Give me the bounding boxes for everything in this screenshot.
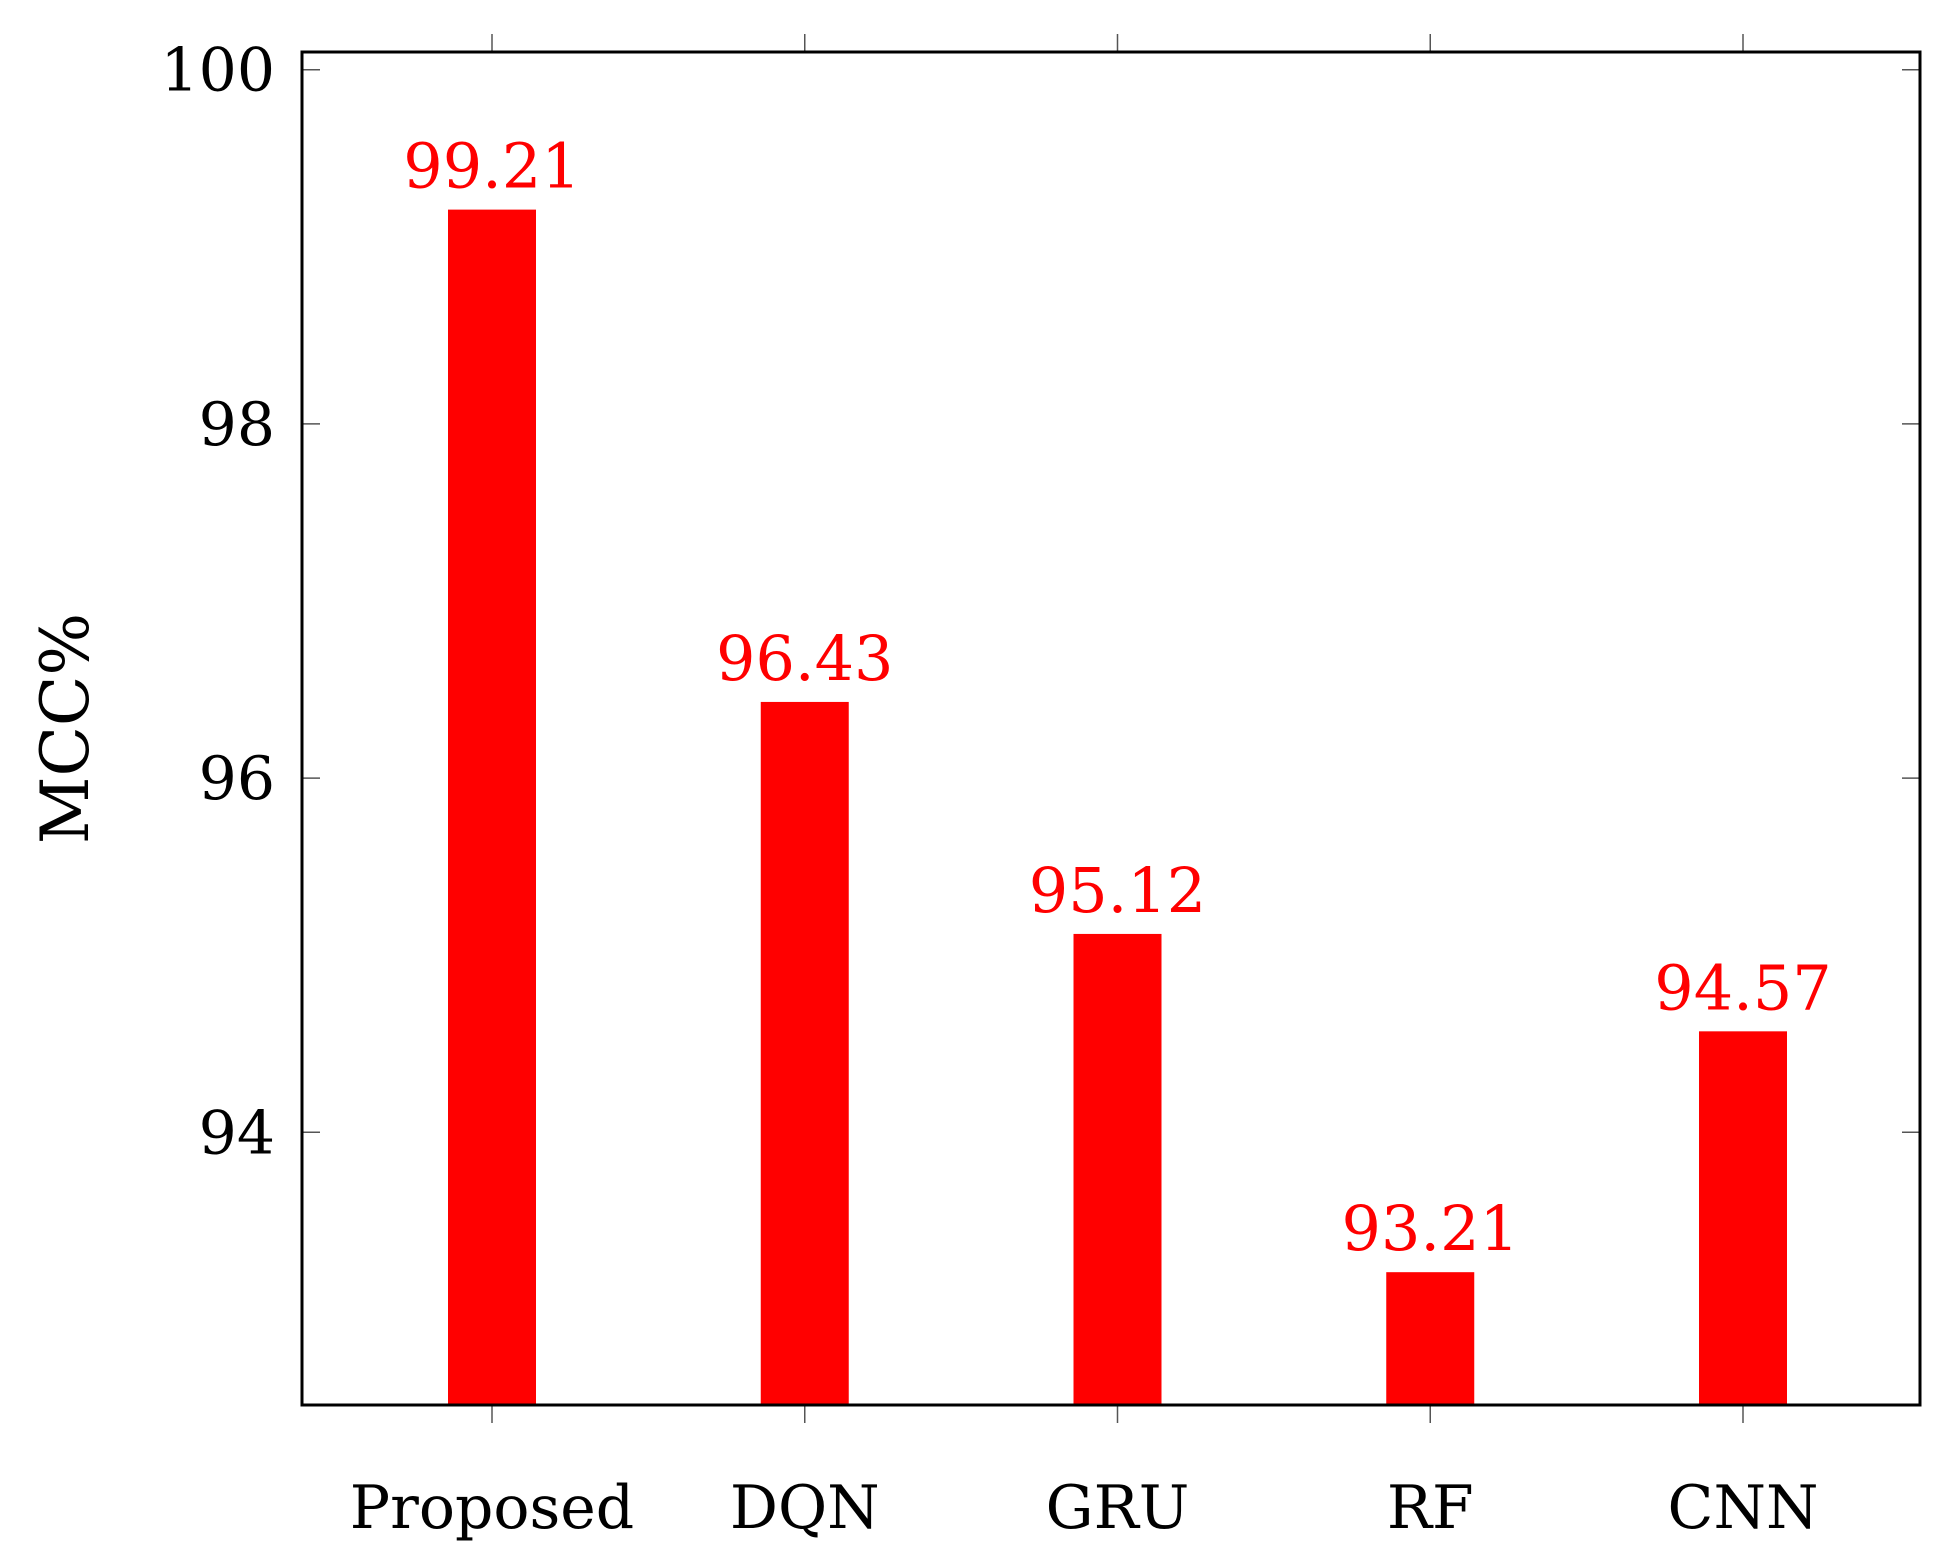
- x-tick-label-rf: RF: [1387, 1473, 1474, 1543]
- y-tick-label-94: 94: [199, 1098, 275, 1168]
- bar-proposed: [448, 209, 536, 1405]
- value-label-gru: 95.12: [1029, 854, 1207, 927]
- bars: [448, 209, 1787, 1405]
- bar-gru: [1073, 933, 1162, 1405]
- x-tick-label-dqn: DQN: [730, 1473, 880, 1543]
- value-label-cnn: 94.57: [1654, 951, 1832, 1024]
- y-axis-title: MCC%: [27, 613, 104, 844]
- y-tick-label-98: 98: [199, 390, 275, 460]
- axis-ticks: [302, 34, 1920, 1423]
- y-tick-label-100: 100: [160, 36, 275, 106]
- x-tick-label-gru: GRU: [1046, 1473, 1190, 1543]
- x-tick-label-proposed: Proposed: [350, 1473, 634, 1543]
- value-label-dqn: 96.43: [716, 622, 894, 695]
- plot-frame: [300, 50, 1922, 1407]
- value-label-rf: 93.21: [1342, 1192, 1520, 1265]
- bar-cnn: [1699, 1031, 1787, 1405]
- labels: 99.21 Proposed 96.43 DQN 95.12 GRU 93.21 RF 94.5…: [160, 36, 1831, 1543]
- bar-rf: [1386, 1272, 1475, 1405]
- y-tick-label-96: 96: [199, 744, 275, 814]
- x-tick-label-cnn: CNN: [1668, 1473, 1819, 1543]
- bar-dqn: [760, 701, 849, 1405]
- value-label-proposed: 99.21: [403, 130, 581, 203]
